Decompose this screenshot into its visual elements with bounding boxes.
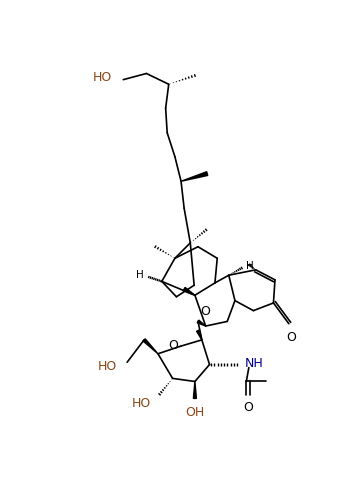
Text: H: H (246, 261, 254, 271)
Text: HO: HO (98, 360, 117, 373)
Text: HO: HO (92, 71, 112, 84)
Text: O: O (168, 339, 178, 352)
Text: OH: OH (185, 406, 205, 419)
Polygon shape (193, 381, 196, 398)
Text: HO: HO (132, 396, 151, 409)
Text: O: O (200, 305, 210, 318)
Polygon shape (197, 320, 206, 326)
Text: O: O (243, 401, 253, 414)
Polygon shape (181, 172, 208, 182)
Polygon shape (197, 330, 202, 340)
Text: NH: NH (245, 357, 264, 370)
Text: O: O (286, 331, 296, 344)
Text: H: H (136, 270, 144, 280)
Polygon shape (183, 287, 195, 295)
Polygon shape (143, 339, 158, 354)
